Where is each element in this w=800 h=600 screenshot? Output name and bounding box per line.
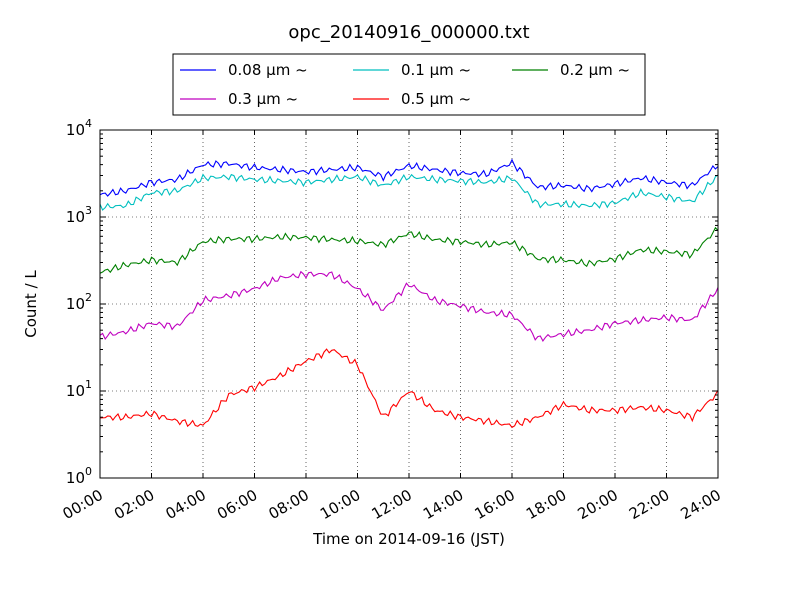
x-tick-label: 06:00	[214, 486, 260, 523]
legend-label: 0.08 μm ~	[228, 61, 308, 79]
x-tick-label: 12:00	[369, 486, 415, 523]
chart-title: opc_20140916_000000.txt	[288, 22, 529, 43]
series-line	[99, 173, 719, 211]
axes: 00:00 02:00 04:00 06:00 08:00 10:00 12:00 14:00…	[60, 117, 724, 523]
y-axis-label: Count / L	[22, 270, 40, 338]
x-axis-label: Time on 2014-09-16 (JST)	[312, 530, 505, 548]
legend-label: 0.3 μm ~	[228, 90, 298, 108]
x-tick-label: 00:00	[60, 486, 106, 523]
y-tick-label: 100	[66, 465, 92, 487]
y-tick-label: 101	[66, 378, 92, 400]
y-tick-label: 104	[66, 117, 92, 139]
x-tick-label: 20:00	[575, 486, 621, 523]
series-line	[99, 226, 719, 274]
legend-label: 0.5 μm ~	[401, 90, 471, 108]
legend-label: 0.2 μm ~	[560, 61, 630, 79]
x-tick-label: 18:00	[523, 486, 569, 523]
grid-lines	[100, 130, 718, 478]
x-tick-label: 08:00	[266, 486, 312, 523]
x-tick-label: 22:00	[626, 486, 672, 523]
x-tick-label: 02:00	[111, 486, 157, 523]
series-line	[99, 348, 719, 429]
x-tick-label: 10:00	[317, 486, 363, 523]
legend-box	[172, 53, 646, 116]
x-tick-label: 14:00	[420, 486, 466, 523]
x-tick-label: 16:00	[472, 486, 518, 523]
plot-frame	[99, 129, 719, 479]
x-tick-label: 24:00	[678, 486, 724, 523]
legend: 0.08 μm ~ 0.1 μm ~ 0.2 μm ~ 0.3 μm ~ 0.5 μm …	[172, 53, 646, 116]
series-line	[99, 158, 719, 197]
x-tick-label: 04:00	[163, 486, 209, 523]
legend-label: 0.1 μm ~	[401, 61, 471, 79]
y-tick-label: 102	[66, 291, 92, 313]
y-tick-label: 103	[66, 204, 92, 226]
series-line	[99, 270, 719, 342]
series-lines	[99, 158, 719, 429]
